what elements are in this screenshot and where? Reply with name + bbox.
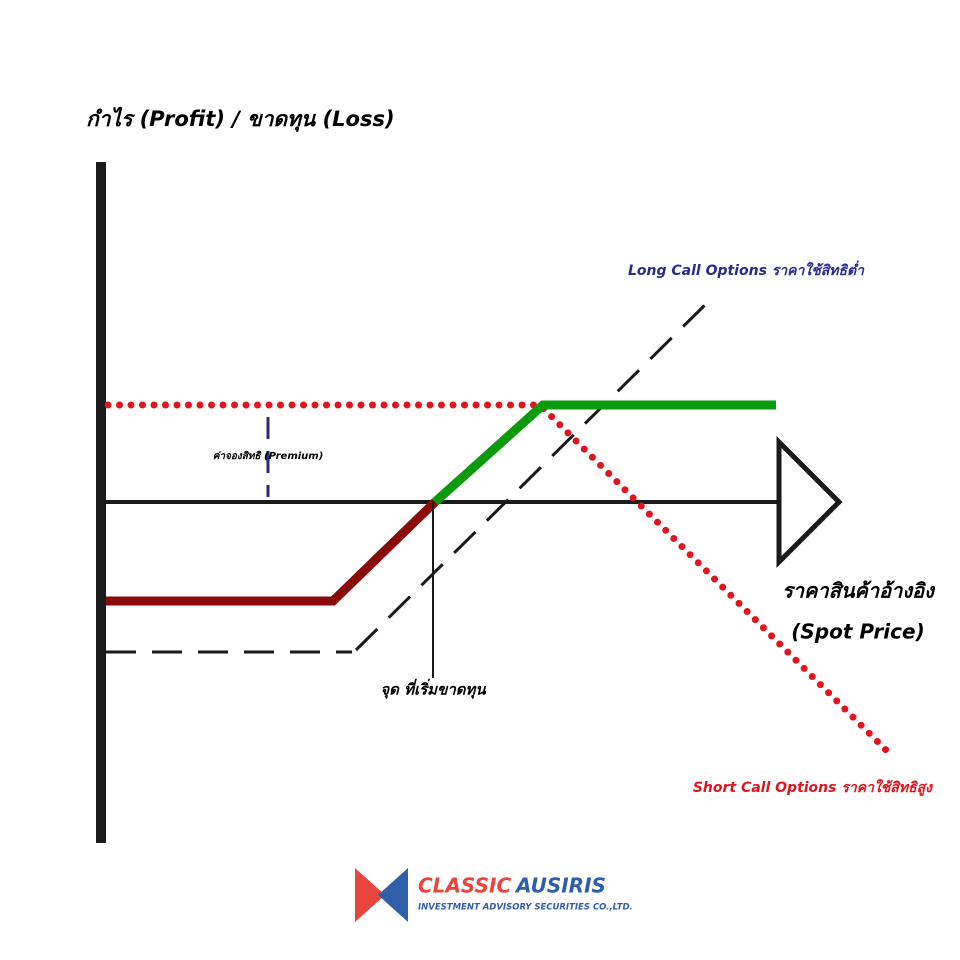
y-axis-label: กำไร (Profit) / ขาดทุน (Loss) <box>86 106 395 132</box>
profit-segment <box>431 400 776 506</box>
long-call-dashed-rise <box>354 300 710 652</box>
logo-right <box>378 868 408 922</box>
breakeven-label: จุด ที่เริ่มขาดทุน <box>380 679 486 700</box>
short-call-label: Short Call Options ราคาใช้สิทธิสูง <box>693 779 933 796</box>
logo-word: AUSIRIS <box>514 874 606 898</box>
logo: CLASSIC AUSIRIS INVESTMENT ADVISORY SECU… <box>355 868 633 922</box>
x-axis-arrow <box>776 435 843 569</box>
logo-word: CLASSIC <box>418 874 511 898</box>
premium-label: ค่าจองสิทธิ (Premium) <box>213 450 324 462</box>
long-call-label: Long Call Options ราคาใช้สิทธิต่ำ <box>628 260 865 279</box>
x-axis-label: (Spot Price) <box>791 620 924 644</box>
loss-segment <box>106 498 439 606</box>
logo-left <box>355 868 385 922</box>
short-call-dotted <box>104 401 892 756</box>
x-axis-label: ราคาสินค้าอ้างอิง <box>782 579 936 603</box>
logo-tagline: INVESTMENT ADVISORY SECURITIES CO.,LTD. <box>418 903 633 913</box>
